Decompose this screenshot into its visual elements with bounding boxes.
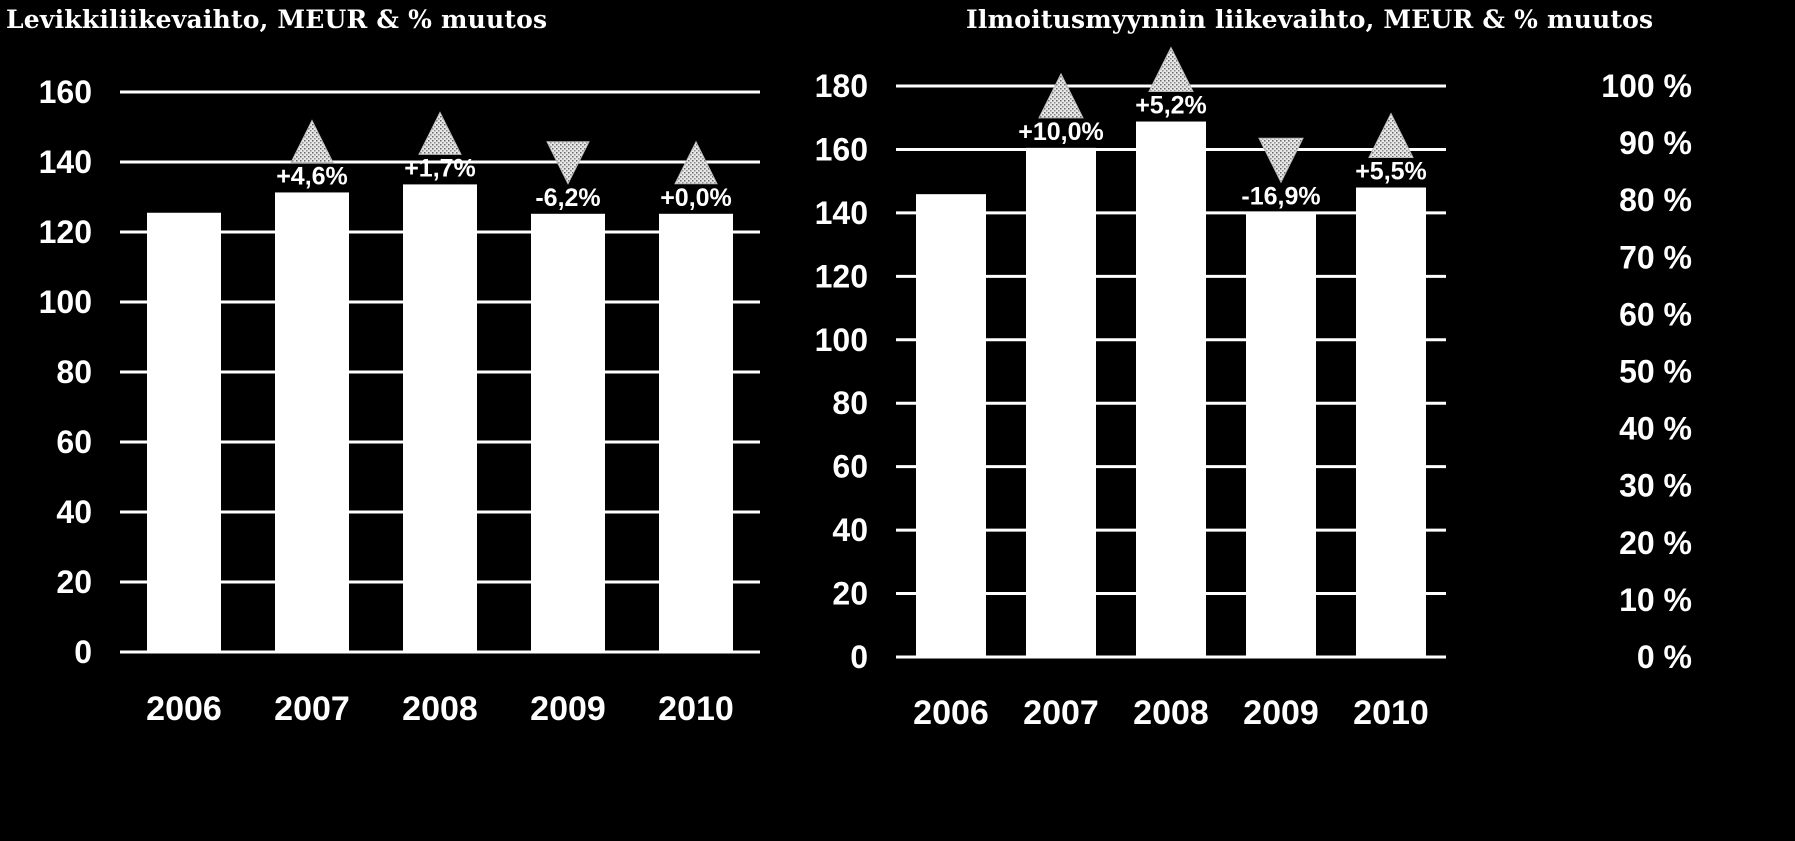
y-tick-label: 0: [74, 634, 92, 670]
x-tick-label: 2006: [146, 690, 222, 728]
x-tick-label: 2009: [1243, 694, 1319, 732]
data-label: +1,7%: [404, 154, 476, 182]
bar: [1356, 187, 1426, 657]
x-tick-label: 2009: [530, 690, 606, 728]
arrow-down-icon: [546, 141, 590, 185]
left-chart-title: Levikkiliikevaihto, MEUR & % muutos: [6, 5, 548, 34]
data-label: +10,0%: [1018, 118, 1104, 146]
y-tick-label: 120: [39, 214, 92, 250]
data-label: +5,5%: [1355, 158, 1427, 186]
right-chart-title: Ilmoitusmyynnin liikevaihto, MEUR & % mu…: [966, 5, 1654, 34]
arrow-up-icon: [1368, 112, 1414, 159]
y-tick-label: 100: [39, 284, 92, 320]
y-tick-label: 0: [850, 639, 868, 675]
bar: [147, 212, 221, 652]
bar: [916, 194, 986, 657]
y-tick-label: 140: [815, 195, 868, 231]
y2-tick-label: 20 %: [1619, 525, 1692, 561]
y2-tick-label: 0 %: [1637, 639, 1692, 675]
data-label: -6,2%: [535, 184, 600, 212]
x-tick-label: 2007: [274, 690, 350, 728]
y-tick-label: 80: [832, 385, 868, 421]
y-tick-label: 40: [832, 512, 868, 548]
y-tick-label: 20: [832, 576, 868, 612]
data-label: +0,0%: [660, 184, 732, 212]
bar: [1136, 121, 1206, 658]
x-tick-label: 2008: [1133, 694, 1209, 732]
y2-tick-label: 90 %: [1619, 125, 1692, 161]
y2-tick-label: 70 %: [1619, 239, 1692, 275]
x-tick-label: 2010: [1353, 694, 1429, 732]
y-tick-label: 180: [815, 68, 868, 104]
arrow-up-icon: [290, 119, 334, 163]
y-tick-label: 40: [56, 494, 92, 530]
y-tick-label: 20: [56, 564, 92, 600]
arrow-up-icon: [1038, 72, 1084, 119]
data-label: +5,2%: [1135, 92, 1207, 120]
x-tick-label: 2008: [402, 690, 478, 728]
bar: [275, 192, 349, 652]
bar: [1026, 147, 1096, 657]
y-tick-label: 160: [39, 74, 92, 110]
left-plot-area: 0 20 40 60 80 100 120 140 160 2006 2007 +4,6% 2008 +1…: [39, 74, 760, 728]
y2-tick-label: 10 %: [1619, 582, 1692, 618]
y-tick-label: 160: [815, 131, 868, 167]
y-tick-label: 60: [832, 449, 868, 485]
x-tick-label: 2006: [913, 694, 989, 732]
arrow-down-icon: [1258, 137, 1304, 184]
y2-tick-label: 30 %: [1619, 468, 1692, 504]
data-label: -16,9%: [1241, 182, 1320, 210]
bar: [1246, 212, 1316, 657]
y2-tick-label: 80 %: [1619, 182, 1692, 218]
bar: [403, 184, 477, 652]
right-plot-area: 0 20 40 60 80 100 120 140 160 180 0 % 10 % 20 % 30 % 4…: [815, 46, 1692, 732]
arrow-up-icon: [674, 140, 718, 185]
arrow-up-icon: [418, 111, 462, 155]
y-tick-label: 80: [56, 354, 92, 390]
bar: [531, 213, 605, 653]
data-label: +4,6%: [276, 162, 348, 190]
arrow-up-icon: [1148, 46, 1194, 93]
y-tick-label: 120: [815, 258, 868, 294]
y2-tick-label: 50 %: [1619, 354, 1692, 390]
y-tick-label: 60: [56, 424, 92, 460]
y2-tick-label: 40 %: [1619, 411, 1692, 447]
bar: [659, 213, 733, 653]
x-tick-label: 2010: [658, 690, 734, 728]
x-tick-label: 2007: [1023, 694, 1099, 732]
y-tick-label: 140: [39, 144, 92, 180]
y2-tick-label: 60 %: [1619, 296, 1692, 332]
y2-tick-label: 100 %: [1601, 68, 1692, 104]
y-tick-label: 100: [815, 322, 868, 358]
